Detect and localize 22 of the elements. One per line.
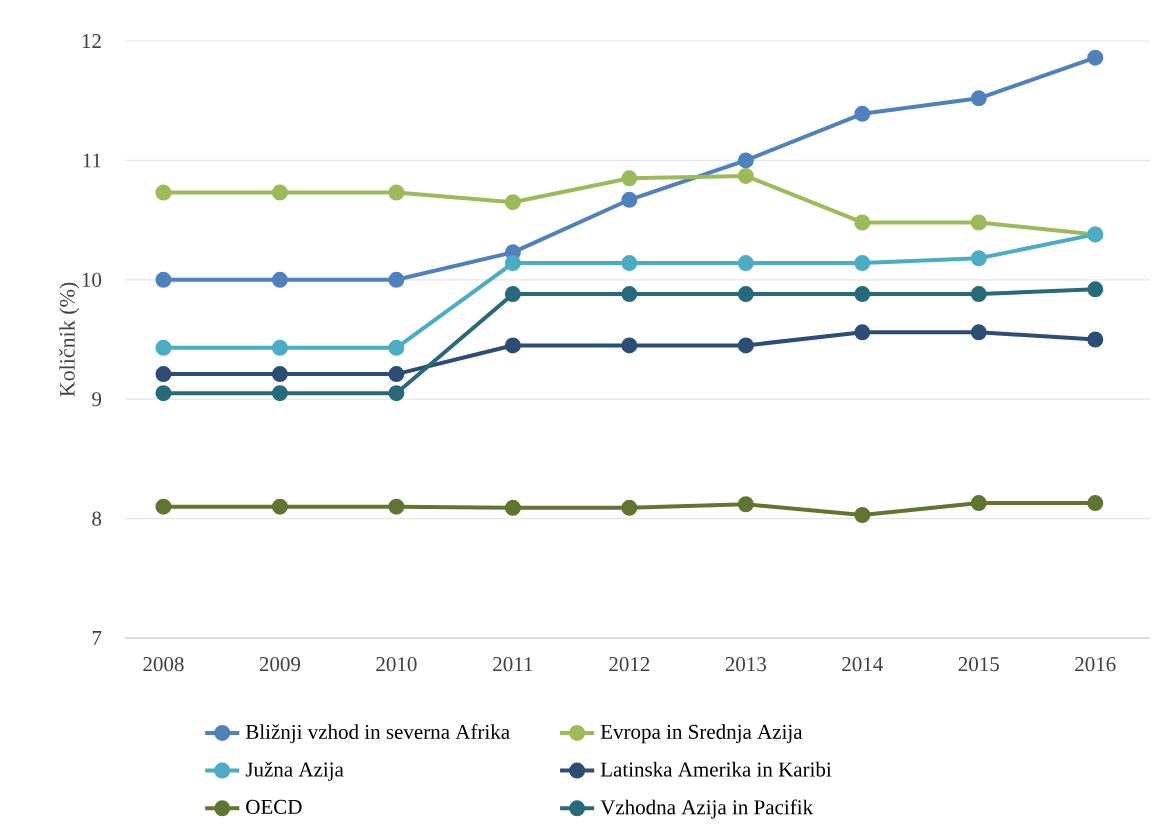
legend-label: Vzhodna Azija in Pacifik [600,799,814,819]
y-tick-label: 9 [92,392,102,407]
x-tick-label: 2014 [842,657,883,672]
legend-label: Latinska Amerika in Karibi [600,761,832,777]
legend-label: OECD [246,799,302,814]
x-tick-label: 2012 [609,657,650,672]
x-tick-label: 2011 [493,657,533,672]
y-tick-label: 7 [92,631,102,645]
legend-label: Evropa in Srednja Azija [600,724,803,744]
legend-label: Južna Azija [245,761,344,781]
x-tick-label: 2009 [259,657,301,672]
x-tick-label: 2013 [725,657,766,672]
y-tick-label: 8 [92,511,102,526]
x-tick-label: 2016 [1075,657,1116,672]
y-tick-label: 11 [83,153,101,168]
x-tick-label: 2010 [376,657,417,672]
legend-label: Bližnji vzhod in severna Afrika [245,724,510,744]
y-tick-label: 12 [82,34,101,48]
x-tick-label: 2015 [958,657,999,672]
x-tick-label: 2008 [143,657,184,672]
y-tick-label: 10 [82,272,102,287]
y-axis-title: Količnik (%) [59,282,80,397]
